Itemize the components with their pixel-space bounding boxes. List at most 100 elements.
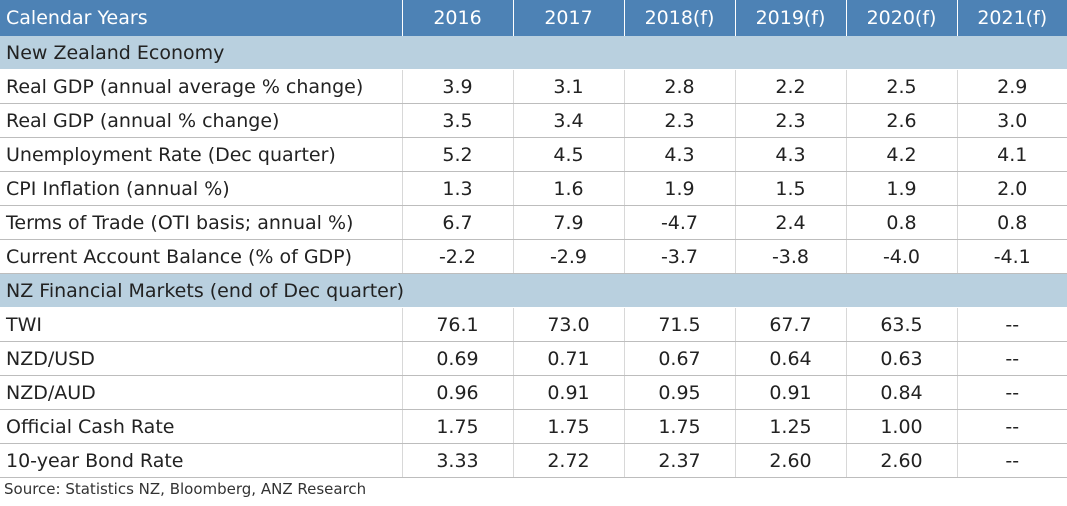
header-cell-year: 2020(f) bbox=[846, 0, 958, 36]
value-cell: 0.64 bbox=[735, 341, 847, 376]
row-label: Current Account Balance (% of GDP) bbox=[0, 239, 403, 274]
table-row: NZD/AUD 0.96 0.91 0.95 0.91 0.84 -- bbox=[0, 375, 1067, 410]
row-label: CPI Inflation (annual %) bbox=[0, 171, 403, 206]
table-row: TWI 76.1 73.0 71.5 67.7 63.5 -- bbox=[0, 307, 1067, 342]
row-label: 10-year Bond Rate bbox=[0, 443, 403, 478]
value-cell: -- bbox=[957, 341, 1067, 376]
table-row: CPI Inflation (annual %) 1.3 1.6 1.9 1.5 1.9 2… bbox=[0, 171, 1067, 206]
value-cell: 0.91 bbox=[513, 375, 625, 410]
value-cell: 5.2 bbox=[402, 137, 514, 172]
value-cell: 2.37 bbox=[624, 443, 736, 478]
value-cell: 4.3 bbox=[735, 137, 847, 172]
value-cell: 2.72 bbox=[513, 443, 625, 478]
value-cell: 2.0 bbox=[957, 171, 1067, 206]
value-cell: 2.6 bbox=[846, 103, 958, 138]
table-row: Official Cash Rate 1.75 1.75 1.75 1.25 1.00 -- bbox=[0, 409, 1067, 444]
section-row: NZ Financial Markets (end of Dec quarter… bbox=[0, 273, 1067, 308]
value-cell: 2.4 bbox=[735, 205, 847, 240]
header-cell-year: 2019(f) bbox=[735, 0, 847, 36]
header-cell-year: 2018(f) bbox=[624, 0, 736, 36]
value-cell: 73.0 bbox=[513, 307, 625, 342]
value-cell: 2.2 bbox=[735, 69, 847, 104]
value-cell: 3.1 bbox=[513, 69, 625, 104]
table-row: 10-year Bond Rate 3.33 2.72 2.37 2.60 2.60 -- bbox=[0, 443, 1067, 478]
value-cell: -3.7 bbox=[624, 239, 736, 274]
value-cell: 0.71 bbox=[513, 341, 625, 376]
header-cell-year: 2016 bbox=[402, 0, 514, 36]
value-cell: 1.9 bbox=[624, 171, 736, 206]
value-cell: 1.3 bbox=[402, 171, 514, 206]
table-row: Real GDP (annual average % change) 3.9 3.1… bbox=[0, 69, 1067, 104]
table-row: Terms of Trade (OTI basis; annual %) 6.7 7… bbox=[0, 205, 1067, 240]
row-label: Unemployment Rate (Dec quarter) bbox=[0, 137, 403, 172]
value-cell: 2.60 bbox=[735, 443, 847, 478]
value-cell: 2.3 bbox=[735, 103, 847, 138]
value-cell: 67.7 bbox=[735, 307, 847, 342]
row-label: TWI bbox=[0, 307, 403, 342]
value-cell: -- bbox=[957, 375, 1067, 410]
header-cell-year: 2021(f) bbox=[957, 0, 1067, 36]
header-cell-label: Calendar Years bbox=[0, 0, 403, 36]
value-cell: 3.0 bbox=[957, 103, 1067, 138]
value-cell: -- bbox=[957, 443, 1067, 478]
value-cell: 63.5 bbox=[846, 307, 958, 342]
value-cell: 3.33 bbox=[402, 443, 514, 478]
value-cell: 4.1 bbox=[957, 137, 1067, 172]
row-label: Real GDP (annual % change) bbox=[0, 103, 403, 138]
value-cell: 3.5 bbox=[402, 103, 514, 138]
value-cell: 4.5 bbox=[513, 137, 625, 172]
row-label: NZD/AUD bbox=[0, 375, 403, 410]
value-cell: 0.91 bbox=[735, 375, 847, 410]
source-note: Source: Statistics NZ, Bloomberg, ANZ Re… bbox=[4, 480, 367, 498]
table-header: Calendar Years 2016 2017 2018(f) 2019(f) 2020… bbox=[0, 0, 1067, 36]
value-cell: 76.1 bbox=[402, 307, 514, 342]
table-row: NZD/USD 0.69 0.71 0.67 0.64 0.63 -- bbox=[0, 341, 1067, 376]
value-cell: 1.6 bbox=[513, 171, 625, 206]
value-cell: 2.60 bbox=[846, 443, 958, 478]
value-cell: 0.69 bbox=[402, 341, 514, 376]
value-cell: 2.3 bbox=[624, 103, 736, 138]
value-cell: 1.75 bbox=[402, 409, 514, 444]
row-label: Official Cash Rate bbox=[0, 409, 403, 444]
value-cell: 2.9 bbox=[957, 69, 1067, 104]
value-cell: 1.75 bbox=[513, 409, 625, 444]
value-cell: 3.9 bbox=[402, 69, 514, 104]
value-cell: 0.67 bbox=[624, 341, 736, 376]
value-cell: 7.9 bbox=[513, 205, 625, 240]
value-cell: 0.84 bbox=[846, 375, 958, 410]
row-label: Terms of Trade (OTI basis; annual %) bbox=[0, 205, 403, 240]
value-cell: 2.5 bbox=[846, 69, 958, 104]
row-label: NZD/USD bbox=[0, 341, 403, 376]
value-cell: 0.63 bbox=[846, 341, 958, 376]
value-cell: 4.3 bbox=[624, 137, 736, 172]
forecast-table: Calendar Years 2016 2017 2018(f) 2019(f) 2020… bbox=[0, 0, 1067, 478]
value-cell: 6.7 bbox=[402, 205, 514, 240]
table-row: Unemployment Rate (Dec quarter) 5.2 4.5 4.3… bbox=[0, 137, 1067, 172]
header-cell-year: 2017 bbox=[513, 0, 625, 36]
value-cell: -4.7 bbox=[624, 205, 736, 240]
value-cell: -- bbox=[957, 307, 1067, 342]
value-cell: 0.8 bbox=[846, 205, 958, 240]
value-cell: 3.4 bbox=[513, 103, 625, 138]
table-row: Current Account Balance (% of GDP) -2.2 -2… bbox=[0, 239, 1067, 274]
value-cell: -3.8 bbox=[735, 239, 847, 274]
row-label: Real GDP (annual average % change) bbox=[0, 69, 403, 104]
value-cell: -2.2 bbox=[402, 239, 514, 274]
value-cell: 1.25 bbox=[735, 409, 847, 444]
section-row: New Zealand Economy bbox=[0, 36, 1067, 70]
table-row: Real GDP (annual % change) 3.5 3.4 2.3 2.3 2.… bbox=[0, 103, 1067, 138]
value-cell: 1.9 bbox=[846, 171, 958, 206]
section-title: New Zealand Economy bbox=[0, 36, 1067, 70]
value-cell: 0.95 bbox=[624, 375, 736, 410]
value-cell: -4.0 bbox=[846, 239, 958, 274]
value-cell: 0.96 bbox=[402, 375, 514, 410]
value-cell: 1.00 bbox=[846, 409, 958, 444]
section-title: NZ Financial Markets (end of Dec quarter… bbox=[0, 273, 1067, 308]
value-cell: 0.8 bbox=[957, 205, 1067, 240]
value-cell: -2.9 bbox=[513, 239, 625, 274]
value-cell: 2.8 bbox=[624, 69, 736, 104]
value-cell: -4.1 bbox=[957, 239, 1067, 274]
value-cell: 71.5 bbox=[624, 307, 736, 342]
value-cell: -- bbox=[957, 409, 1067, 444]
